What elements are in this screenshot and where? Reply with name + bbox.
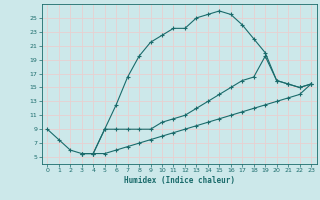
X-axis label: Humidex (Indice chaleur): Humidex (Indice chaleur)	[124, 176, 235, 185]
